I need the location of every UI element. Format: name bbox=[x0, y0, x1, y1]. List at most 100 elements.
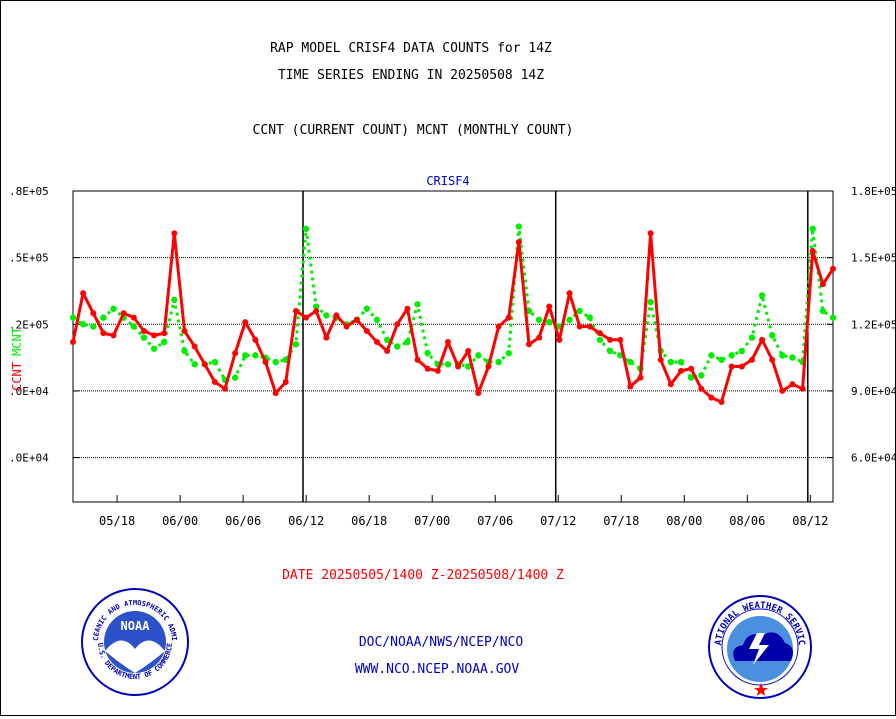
data-point-ccnt bbox=[100, 330, 107, 337]
data-point-mcnt bbox=[161, 338, 168, 346]
data-point-mcnt bbox=[718, 356, 725, 364]
data-point-ccnt bbox=[586, 323, 593, 330]
data-point-mcnt bbox=[586, 314, 593, 321]
data-point-ccnt bbox=[313, 307, 320, 314]
data-point-mcnt bbox=[171, 296, 178, 304]
data-point-ccnt bbox=[80, 290, 87, 297]
data-point-mcnt bbox=[211, 358, 219, 366]
data-point-mcnt bbox=[698, 372, 705, 379]
data-point-ccnt bbox=[627, 383, 634, 390]
data-point-ccnt bbox=[404, 305, 411, 312]
data-point-ccnt bbox=[140, 327, 147, 334]
data-point-ccnt bbox=[434, 367, 441, 374]
data-point-ccnt bbox=[444, 339, 451, 346]
data-point-ccnt bbox=[515, 239, 522, 246]
data-point-mcnt bbox=[394, 343, 401, 350]
data-point-mcnt bbox=[728, 352, 735, 359]
data-point-ccnt bbox=[343, 323, 350, 330]
data-point-ccnt bbox=[576, 323, 583, 330]
data-point-ccnt bbox=[414, 356, 421, 363]
data-point-ccnt bbox=[353, 316, 360, 323]
data-point-ccnt bbox=[303, 314, 310, 321]
data-point-ccnt bbox=[809, 247, 816, 254]
nws-lightning-icon bbox=[749, 633, 769, 665]
data-point-ccnt bbox=[779, 387, 786, 394]
data-point-ccnt bbox=[698, 385, 705, 392]
data-point-ccnt bbox=[526, 341, 532, 348]
data-point-mcnt bbox=[758, 292, 766, 299]
data-point-mcnt bbox=[475, 352, 482, 359]
data-point-ccnt bbox=[232, 350, 239, 357]
data-point-ccnt bbox=[819, 281, 826, 288]
x-tick-label: 07/18 bbox=[603, 514, 639, 528]
chart-title-line2: TIME SERIES ENDING IN 20250508 14Z bbox=[278, 68, 544, 83]
chart-subtitle: CCNT (CURRENT COUNT) MCNT (MONTHLY COUNT… bbox=[253, 123, 574, 138]
right-axis-labels: 6.0E+04 9.0E+04 1.2E+05 1.5E+05 1.8E+05 bbox=[851, 185, 896, 465]
data-point-mcnt bbox=[272, 358, 279, 366]
data-point-mcnt bbox=[809, 225, 816, 232]
data-point-mcnt bbox=[829, 314, 837, 321]
x-tick-label: 05/18 bbox=[99, 514, 135, 528]
x-tick-label: 06/18 bbox=[351, 514, 387, 528]
series-line-ccnt bbox=[71, 231, 835, 404]
x-tick-label: 06/06 bbox=[225, 514, 261, 528]
data-point-mcnt bbox=[444, 361, 452, 368]
y-axis-title-ccnt: CCNT bbox=[10, 362, 24, 391]
data-point-mcnt bbox=[242, 352, 249, 359]
data-point-mcnt bbox=[191, 361, 198, 368]
data-point-ccnt bbox=[151, 332, 158, 339]
data-point-mcnt bbox=[404, 338, 411, 346]
data-point-mcnt bbox=[323, 312, 330, 319]
data-point-ccnt bbox=[110, 332, 117, 339]
y-tick-label-right: 1.5E+05 bbox=[851, 252, 895, 265]
data-point-ccnt bbox=[252, 336, 259, 343]
y-tick-label-right: 1.2E+05 bbox=[851, 318, 895, 331]
data-point-mcnt bbox=[677, 358, 685, 366]
data-point-ccnt bbox=[161, 330, 168, 337]
data-point-mcnt bbox=[414, 301, 421, 308]
data-point-ccnt bbox=[738, 363, 745, 370]
data-point-ccnt bbox=[384, 347, 391, 354]
data-point-ccnt bbox=[242, 319, 249, 326]
left-axis-labels: .0E+04 .0E+04 .2E+05 .5E+05 .8E+05 bbox=[9, 185, 49, 465]
y-tick-label-left: .2E+05 bbox=[9, 318, 49, 331]
data-point-mcnt bbox=[465, 363, 472, 370]
data-point-ccnt bbox=[485, 363, 492, 370]
y-tick-label-left: .0E+04 bbox=[9, 385, 49, 398]
x-tick-label: 07/00 bbox=[414, 514, 450, 528]
data-point-mcnt bbox=[90, 323, 97, 330]
data-point-ccnt bbox=[70, 339, 76, 346]
data-point-mcnt bbox=[140, 334, 148, 341]
data-point-mcnt bbox=[79, 321, 87, 328]
data-point-mcnt bbox=[130, 323, 137, 330]
data-point-ccnt bbox=[191, 343, 198, 350]
data-point-mcnt bbox=[596, 336, 604, 344]
data-point-mcnt bbox=[69, 314, 77, 321]
y-axis-title-mcnt: MCNT bbox=[10, 327, 24, 356]
data-point-ccnt bbox=[708, 394, 715, 401]
noaa-logo-text: NOAA bbox=[121, 619, 151, 633]
data-point-ccnt bbox=[647, 230, 654, 237]
data-point-ccnt bbox=[465, 347, 472, 354]
data-point-ccnt bbox=[536, 334, 543, 341]
data-point-mcnt bbox=[292, 341, 300, 348]
noaa-logo: NATIONAL OCEANIC AND ATMOSPHERIC ADMINIS… bbox=[0, 0, 189, 696]
date-range: DATE 20250505/1400 Z-20250508/1400 Z bbox=[282, 568, 564, 583]
data-point-ccnt bbox=[272, 390, 279, 397]
y-tick-label-right: 9.0E+04 bbox=[851, 385, 895, 398]
data-point-ccnt bbox=[799, 385, 806, 392]
data-point-ccnt bbox=[607, 336, 614, 343]
data-point-ccnt bbox=[323, 334, 330, 341]
data-point-ccnt bbox=[374, 339, 380, 346]
data-point-mcnt bbox=[252, 352, 259, 359]
series-ccnt bbox=[70, 230, 836, 406]
data-point-mcnt bbox=[769, 332, 776, 339]
org-line: DOC/NOAA/NWS/NCEP/NCO bbox=[359, 635, 524, 650]
data-point-ccnt bbox=[211, 379, 218, 386]
data-point-ccnt bbox=[475, 390, 482, 397]
data-point-ccnt bbox=[688, 365, 695, 372]
data-point-ccnt bbox=[657, 356, 664, 363]
data-point-mcnt bbox=[231, 374, 239, 381]
